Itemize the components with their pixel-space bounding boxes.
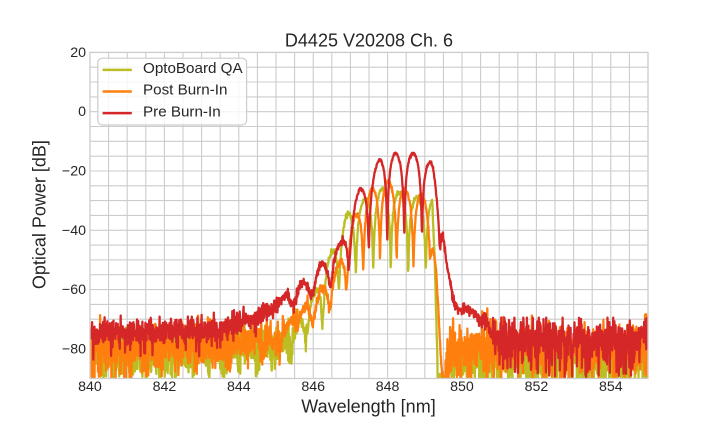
svg-text:D4425 V20208 Ch. 6: D4425 V20208 Ch. 6 bbox=[285, 30, 453, 50]
svg-text:846: 846 bbox=[301, 379, 325, 395]
svg-text:Post Burn-In: Post Burn-In bbox=[143, 82, 227, 99]
svg-text:−20: −20 bbox=[62, 164, 86, 180]
svg-text:−40: −40 bbox=[62, 223, 86, 239]
svg-text:20: 20 bbox=[70, 45, 86, 61]
svg-text:Wavelength [nm]: Wavelength [nm] bbox=[301, 396, 435, 416]
svg-text:848: 848 bbox=[376, 379, 400, 395]
svg-text:842: 842 bbox=[153, 379, 177, 395]
svg-text:−80: −80 bbox=[62, 341, 86, 357]
svg-text:−60: −60 bbox=[62, 282, 86, 298]
svg-text:840: 840 bbox=[78, 379, 102, 395]
svg-text:OptoBoard QA: OptoBoard QA bbox=[143, 60, 243, 77]
svg-text:852: 852 bbox=[525, 379, 549, 395]
svg-text:854: 854 bbox=[599, 379, 623, 395]
svg-text:850: 850 bbox=[450, 379, 474, 395]
svg-text:Pre Burn-In: Pre Burn-In bbox=[143, 103, 221, 120]
svg-text:844: 844 bbox=[227, 379, 251, 395]
svg-text:0: 0 bbox=[78, 104, 86, 120]
svg-text:Optical Power [dB]: Optical Power [dB] bbox=[30, 140, 50, 289]
